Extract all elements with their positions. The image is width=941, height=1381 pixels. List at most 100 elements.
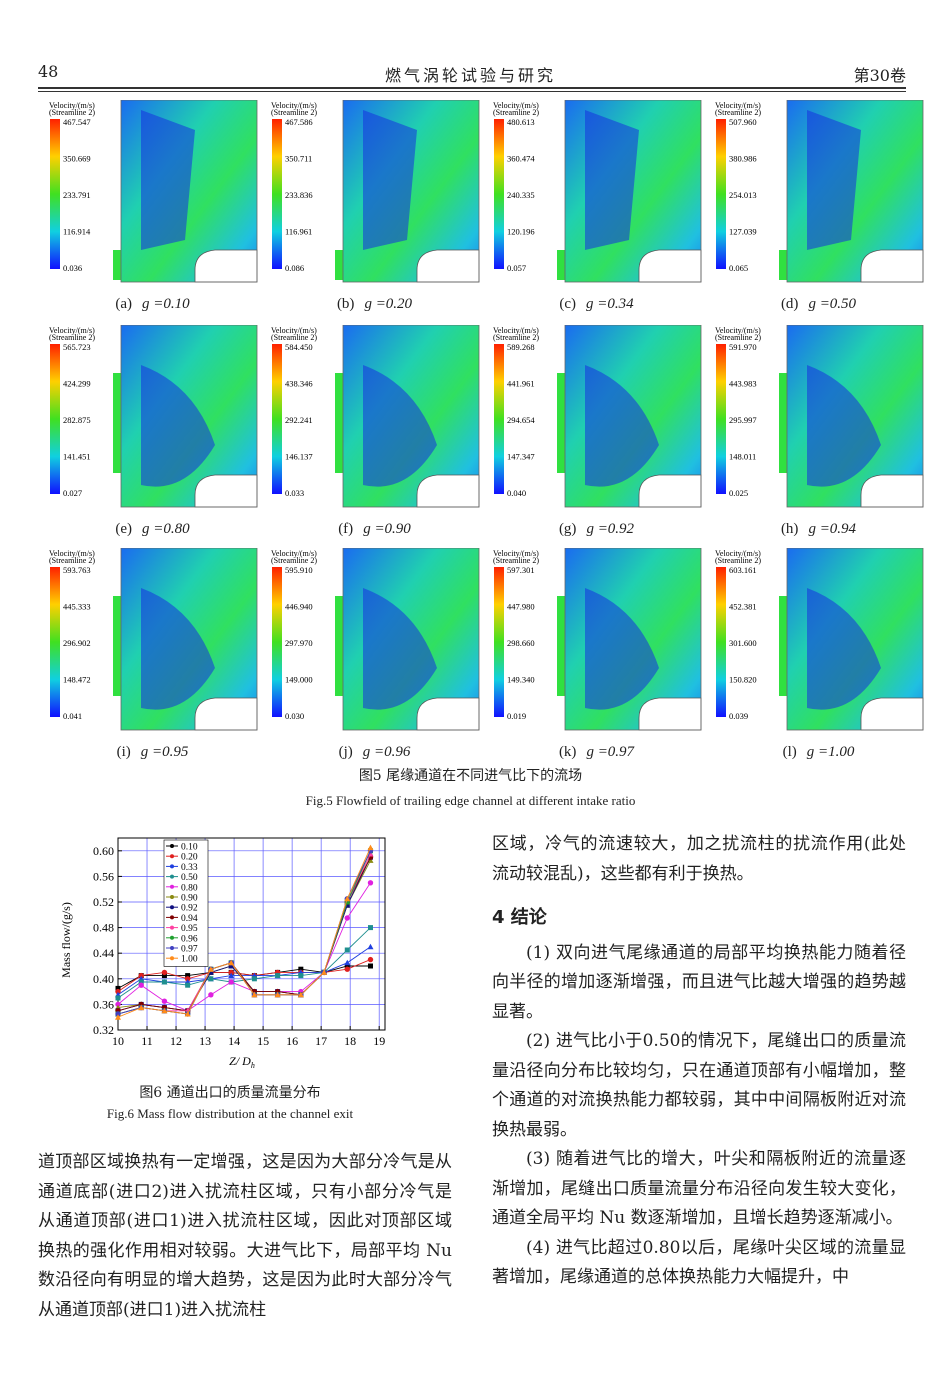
- outlet-cutout: [638, 249, 702, 283]
- legend-title: Velocity/(m/s): [493, 549, 539, 558]
- marker: [208, 969, 214, 975]
- volume: 第30卷: [853, 66, 906, 85]
- outlet-cutout: [638, 474, 702, 508]
- panel-label: (h): [780, 521, 799, 537]
- inlet-strip: [335, 250, 343, 280]
- panel-image: Velocity/(m/s)(Streamline 2)593.763 445.3…: [49, 547, 258, 731]
- color-bar: [272, 567, 282, 717]
- panel-label: (f): [338, 521, 354, 537]
- legend-level: 0.057: [507, 263, 526, 273]
- y-tick-label: 0.44: [93, 946, 114, 960]
- legend-level: 424.299: [63, 379, 91, 389]
- y-axis-label: Mass flow/(g/s): [59, 902, 73, 978]
- marker: [161, 973, 167, 979]
- x-tick-label: 15: [257, 1034, 269, 1048]
- legend-level: 298.660: [507, 638, 535, 648]
- marker: [161, 1007, 168, 1014]
- legend-title: Velocity/(m/s): [49, 101, 95, 110]
- legend-marker: [170, 956, 174, 961]
- left-column: 道顶部区域换热有一定增强，这是因为大部分冷气是从通道底部(进口2)进入扰流柱区域…: [38, 1148, 452, 1325]
- outlet-cutout: [416, 697, 480, 731]
- marker: [344, 895, 351, 902]
- legend-level: 595.910: [285, 565, 313, 575]
- section-heading: 4 结论: [492, 907, 547, 928]
- inlet-strip: [113, 596, 121, 696]
- outlet-cutout: [860, 697, 924, 731]
- legend-level: 467.547: [63, 117, 91, 127]
- legend-level: 233.791: [63, 190, 91, 200]
- figure-caption-cn: 图6 通道出口的质量流量分布: [139, 1085, 321, 1101]
- legend-level: 282.875: [63, 415, 91, 425]
- x-tick-label: 12: [170, 1034, 182, 1048]
- marker: [344, 915, 350, 921]
- legend-marker: [170, 946, 174, 950]
- legend-level: 445.333: [63, 602, 91, 612]
- marker: [185, 973, 191, 979]
- panel-label: (a): [115, 296, 133, 312]
- panel-image: Velocity/(m/s)(Streamline 2)597.301 447.9…: [493, 547, 702, 731]
- figure-caption-en: Fig.5 Flowfield of trailing edge channel…: [305, 793, 636, 808]
- legend-subtitle: (Streamline 2): [715, 108, 761, 117]
- color-bar: [272, 344, 282, 494]
- legend-marker: [170, 854, 174, 859]
- marker: [344, 959, 351, 966]
- legend-subtitle: (Streamline 2): [715, 556, 761, 565]
- legend-level: 0.041: [63, 711, 82, 721]
- legend-marker: [170, 864, 174, 869]
- flow-panel: Velocity/(m/s) (Streamline 2) 595.910 446.9…: [267, 547, 482, 740]
- y-tick-label: 0.60: [93, 844, 114, 858]
- marker: [228, 959, 235, 966]
- page-number: 48: [38, 62, 59, 81]
- legend-level: 0.065: [729, 263, 748, 273]
- panel-ratio: g =0.97: [586, 744, 635, 760]
- legend-marker: [170, 874, 174, 879]
- legend-level: 438.346: [285, 379, 313, 389]
- marker: [344, 902, 350, 908]
- legend-level: 452.381: [729, 602, 757, 612]
- outlet-cutout: [638, 697, 702, 731]
- vortex-region: [807, 365, 881, 487]
- legend-level: 120.196: [507, 227, 535, 237]
- x-tick-label: 18: [344, 1034, 356, 1048]
- marker: [138, 1004, 145, 1011]
- outlet-cutout: [194, 249, 258, 283]
- legend-level: 301.600: [729, 638, 757, 648]
- marker: [344, 899, 350, 905]
- panel-caption: (h) g =0.94: [711, 521, 926, 538]
- legend-subtitle: (Streamline 2): [271, 333, 317, 342]
- panel-caption: (a) g =0.10: [45, 296, 260, 313]
- legend-subtitle: (Streamline 2): [271, 556, 317, 565]
- marker: [367, 880, 374, 886]
- marker: [367, 943, 374, 950]
- x-tick-label: 17: [315, 1034, 327, 1048]
- panel-image: Velocity/(m/s)(Streamline 2)565.723 424.2…: [49, 324, 258, 508]
- panel-ratio: g =0.92: [586, 521, 635, 537]
- outlet-cutout: [194, 697, 258, 731]
- inlet-strip: [557, 596, 565, 696]
- legend-level: 350.669: [63, 154, 91, 164]
- legend-marker: [170, 895, 174, 899]
- x-tick-label: 14: [228, 1034, 240, 1048]
- legend-marker: [170, 915, 174, 920]
- vortex-region: [363, 110, 417, 250]
- panel-ratio: g =0.10: [142, 296, 190, 312]
- panel-ratio: g =0.50: [808, 296, 857, 312]
- marker: [251, 991, 258, 998]
- vortex-region: [363, 588, 437, 710]
- marker: [184, 976, 191, 982]
- legend-level: 292.241: [285, 415, 313, 425]
- legend-level: 147.347: [507, 452, 535, 462]
- marker: [228, 972, 235, 979]
- legend-subtitle: (Streamline 2): [49, 108, 95, 117]
- legend-level: 350.711: [285, 154, 312, 164]
- panel-caption: (f) g =0.90: [267, 521, 482, 538]
- marker: [161, 998, 168, 1004]
- series-line: [117, 850, 371, 1015]
- panel-ratio: g =0.94: [808, 521, 857, 537]
- panel-ratio: g =1.00: [806, 744, 855, 760]
- panel-frame: [786, 99, 924, 283]
- flow-panel: Velocity/(m/s) (Streamline 2) 603.161 452.3…: [711, 547, 926, 740]
- series-line: [117, 882, 371, 1012]
- panel-frame: [120, 547, 258, 731]
- paragraph: (1) 双向进气尾缘通道的局部平均换热能力随着径向半径的增加逐渐增强，而且进气比…: [492, 942, 906, 1022]
